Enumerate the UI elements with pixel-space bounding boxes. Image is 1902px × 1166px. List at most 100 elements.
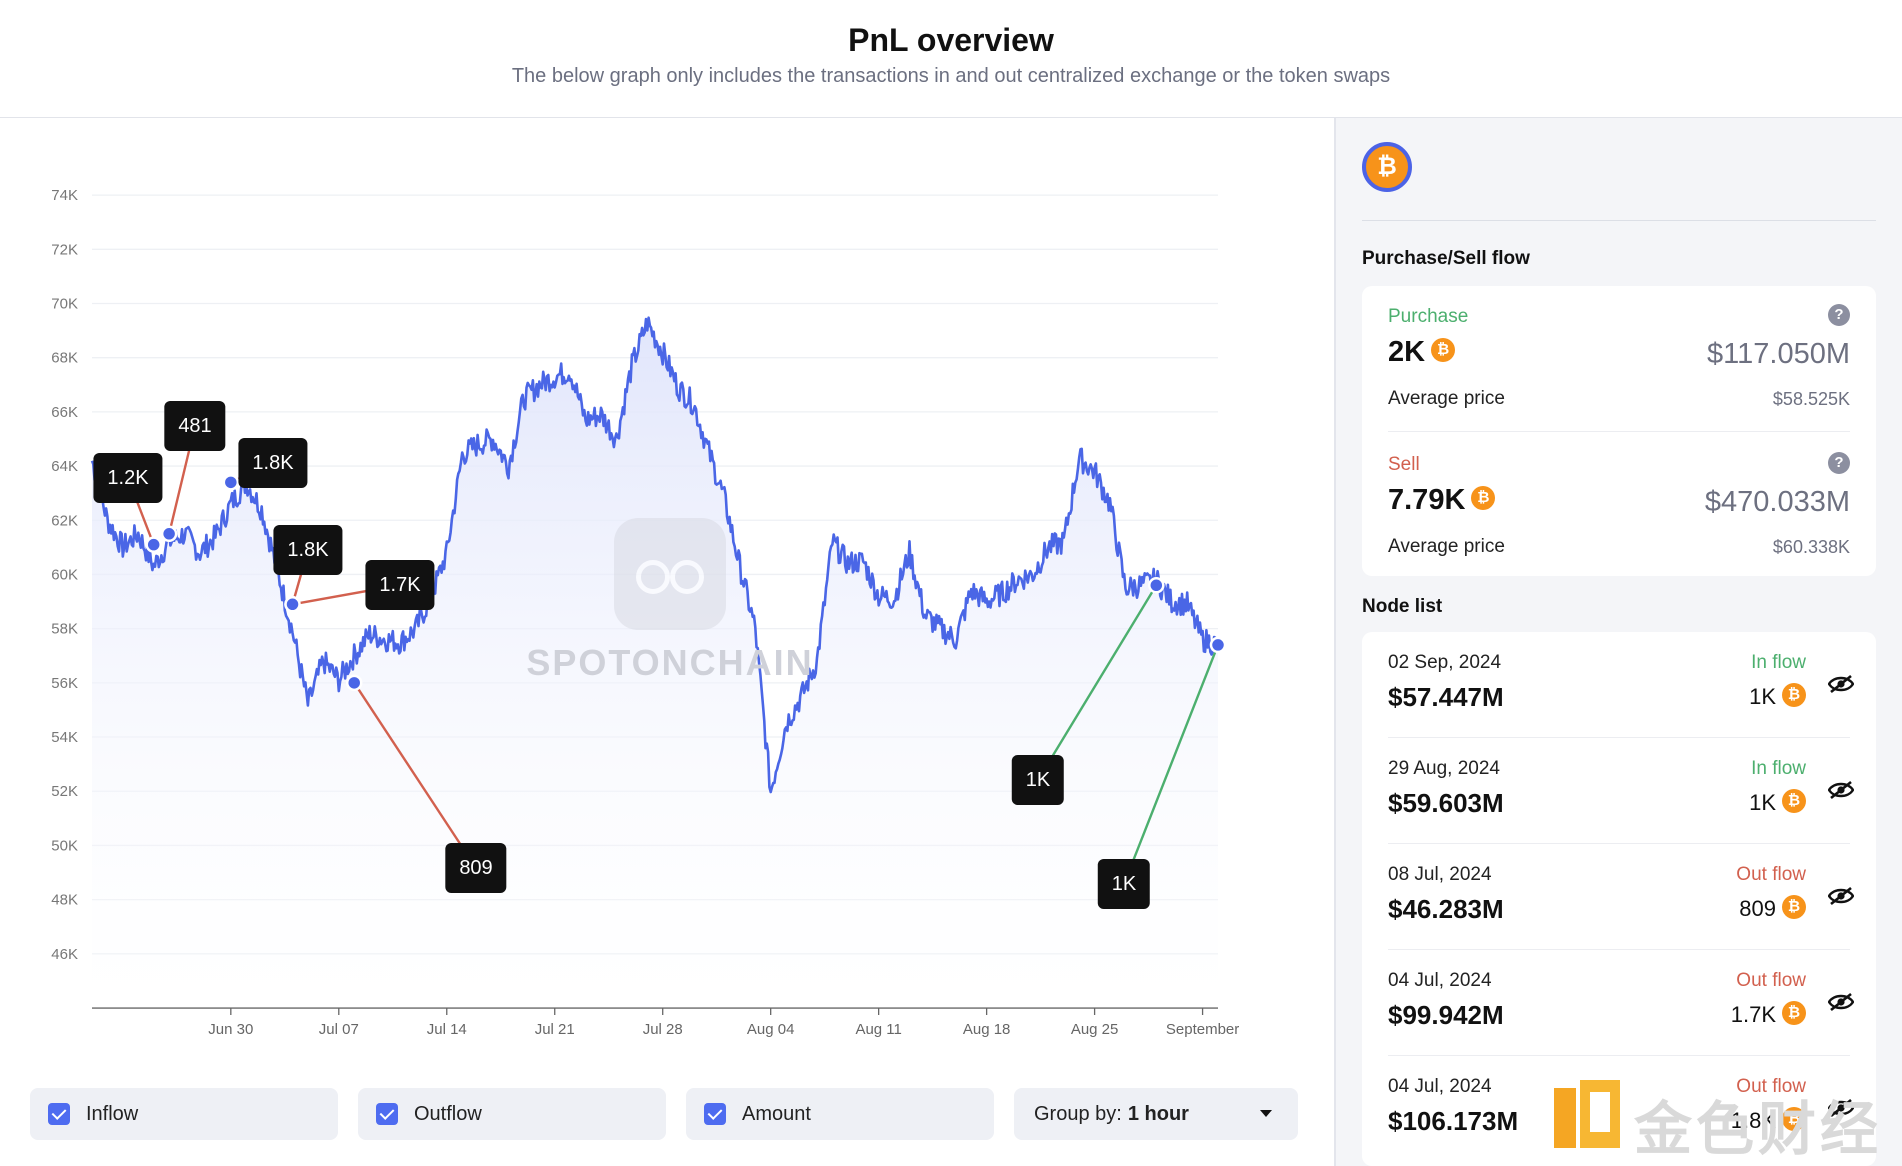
marker-connector [1122,644,1220,885]
node-qty-value: 1K [1749,790,1776,815]
x-tick-label: Jul 14 [427,1021,467,1038]
hide-eye-icon[interactable] [1828,886,1854,906]
hide-eye-icon[interactable] [1828,674,1854,694]
outflow-checkbox[interactable] [376,1103,398,1125]
pnl-line-chart: 74K 72K 70K 68K 66K 64K 62K 60K 58K 56K 54K 52K 50K 4… [51,187,1239,1038]
outflow-label: Outflow [414,1102,482,1125]
sell-qty-value: 7.79K [1388,484,1466,516]
x-tick-label: Jul 28 [643,1021,683,1038]
node-qty: 1.8K ₿ [1731,1107,1806,1134]
node-flow: In flow [1751,758,1806,779]
hide-eye-icon[interactable] [1828,1098,1854,1118]
x-tick-label: Aug 04 [747,1021,795,1038]
marker-connector [1036,584,1158,781]
node-date: 04 Jul, 2024 [1388,1076,1492,1097]
series-line [90,316,1220,794]
flow-marker-dot [160,525,178,543]
series-area [92,317,1218,1008]
flow-marker-dot [145,536,162,553]
y-tick-label: 74K [51,187,78,204]
node-separator [1388,1055,1850,1056]
flow-marker-label[interactable]: 1.8K [273,525,343,575]
flow-marker-dot [284,596,301,613]
node-separator [1388,949,1850,950]
node-list-item[interactable]: 08 Jul, 2024 Out flow $46.283M 809 ₿ [1362,844,1876,950]
flow-marker-label[interactable]: 1.2K [93,453,163,503]
page-header: PnL overview The below graph only includ… [0,0,1902,118]
node-flow: Out flow [1736,1076,1806,1097]
sell-usd: $470.033M [1704,486,1850,518]
amount-checkbox[interactable] [704,1103,726,1125]
node-flow: In flow [1751,652,1806,673]
node-separator [1388,843,1850,844]
node-flow: Out flow [1736,970,1806,991]
node-flow: Out flow [1736,864,1806,885]
outflow-toggle[interactable]: Outflow [358,1088,666,1140]
flow-marker-label[interactable]: 1.8K [238,438,308,488]
node-list-item[interactable]: 02 Sep, 2024 In flow $57.447M 1K ₿ [1362,632,1876,738]
purchase-label: Purchase [1388,306,1469,327]
x-tick-label: Aug 11 [855,1021,901,1038]
y-tick-label: 52K [51,783,78,800]
y-tick-label: 68K [51,350,78,367]
flow-marker-dot [345,674,363,692]
purchase-sell-card: Purchase ? 2K ₿ $117.050M Average price $… [1362,286,1876,576]
node-date: 04 Jul, 2024 [1388,970,1492,991]
panel-divider [1334,118,1336,1166]
y-tick-label: 56K [51,675,78,692]
page-subtitle: The below graph only includes the transa… [511,65,1391,87]
amount-toggle[interactable]: Amount [686,1088,994,1140]
purchase-qty-value: 2K [1388,336,1426,368]
chevron-down-icon [1260,1110,1272,1117]
y-tick-label: 50K [51,837,78,854]
marker-connector [353,682,478,869]
node-list-item[interactable]: 04 Jul, 2024 Out flow $99.942M 1.7K ₿ [1362,950,1876,1056]
y-tick-label: 48K [51,892,78,909]
flow-marker-label[interactable]: 481 [164,401,226,451]
node-qty: 1.7K ₿ [1730,1001,1806,1028]
jinse-logo-icon [1554,1080,1620,1148]
bitcoin-icon: ₿ [1782,789,1806,814]
node-list: 02 Sep, 2024 In flow $57.447M 1K ₿ 29 Aug, 20… [1362,632,1876,1166]
inflow-toggle[interactable]: Inflow [30,1088,338,1140]
chart-area: 74K 72K 70K 68K 66K 64K 62K 60K 58K 56K 54K 52K 50K 4… [0,118,1334,1166]
y-tick-label: 72K [51,241,78,258]
node-amount: $46.283M [1388,894,1504,924]
y-tick-label: 70K [51,295,78,312]
node-list-item[interactable]: 29 Aug, 2024 In flow $59.603M 1K ₿ [1362,738,1876,844]
x-tick-label: Jul 07 [319,1021,359,1038]
node-qty-value: 809 [1739,896,1776,921]
bitcoin-icon: ₿ [1362,142,1412,192]
y-tick-label: 54K [51,729,78,746]
bitcoin-icon: ₿ [1782,1107,1806,1132]
jinse-finance-watermark: 金色财经 [1554,1080,1894,1163]
purchase-avg-value: $58.525K [1772,389,1850,409]
flow-marker-label[interactable]: 1.7K [365,560,435,610]
flow-marker-dot [1148,577,1165,594]
node-qty-value: 1K [1749,684,1776,709]
group-by-select[interactable]: Group by: 1 hour [1014,1088,1298,1140]
purchase-help-icon[interactable]: ? [1828,304,1850,326]
hide-eye-icon[interactable] [1828,992,1854,1012]
sell-qty: 7.79K ₿ [1388,484,1496,517]
node-date: 29 Aug, 2024 [1388,758,1500,779]
flow-marker-label[interactable]: 1K [1011,755,1065,805]
flow-marker-label[interactable]: 809 [445,843,507,893]
purchase-qty: 2K ₿ [1388,336,1456,369]
flow-marker-label[interactable]: 1K [1097,859,1151,909]
node-qty-value: 1.7K [1730,1002,1776,1027]
node-list-item[interactable]: 04 Jul, 2024 Out flow $106.173M 1.8K ₿ [1362,1056,1876,1162]
y-tick-label: 62K [51,512,78,529]
jinse-text: 金色财经 [1634,1095,1883,1163]
inflow-label: Inflow [86,1102,139,1125]
sell-help-icon[interactable]: ? [1828,452,1850,474]
bitcoin-icon: ₿ [1782,1001,1806,1026]
sell-label: Sell [1388,454,1420,475]
flow-marker-dot [1209,636,1227,654]
x-tick-label: Jun 30 [208,1021,253,1038]
hide-eye-icon[interactable] [1828,780,1854,800]
inflow-checkbox[interactable] [48,1103,70,1125]
x-tick-label: Aug 25 [1071,1021,1119,1038]
amount-label: Amount [742,1102,811,1125]
y-tick-label: 46K [51,946,78,963]
